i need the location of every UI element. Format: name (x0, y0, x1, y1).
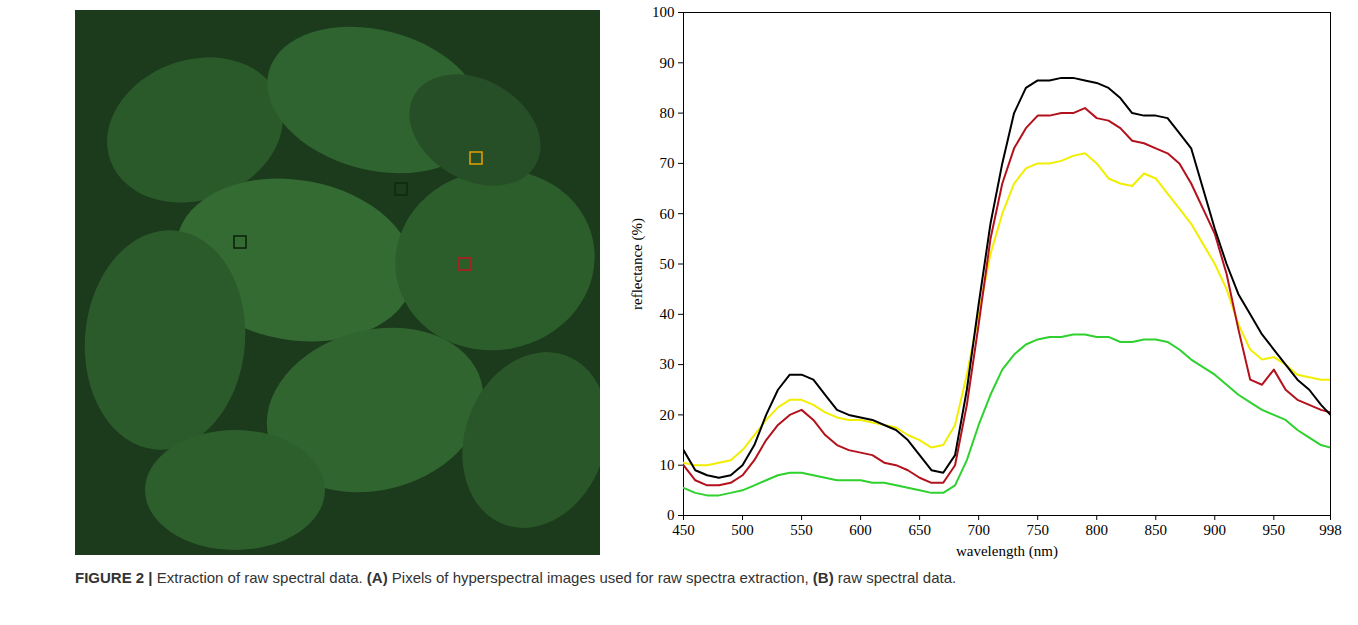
svg-text:500: 500 (731, 522, 754, 538)
svg-text:850: 850 (1145, 522, 1168, 538)
svg-text:900: 900 (1204, 522, 1227, 538)
svg-text:70: 70 (660, 155, 675, 171)
svg-text:650: 650 (908, 522, 931, 538)
svg-text:50: 50 (660, 256, 675, 272)
svg-text:100: 100 (652, 4, 675, 20)
svg-text:90: 90 (660, 55, 675, 71)
svg-text:30: 30 (660, 356, 675, 372)
svg-text:950: 950 (1263, 522, 1286, 538)
svg-text:550: 550 (790, 522, 813, 538)
svg-text:10: 10 (660, 457, 675, 473)
svg-text:wavelength (nm): wavelength (nm) (956, 543, 1058, 560)
svg-text:40: 40 (660, 306, 675, 322)
svg-text:800: 800 (1085, 522, 1108, 538)
html-text:FIGURE 2 | Extraction of raw s: FIGURE 2 | Extraction of raw spectral da… (75, 569, 957, 586)
svg-text:80: 80 (660, 105, 675, 121)
svg-text:reflectance (%): reflectance (%) (629, 218, 646, 310)
svg-text:700: 700 (967, 522, 990, 538)
svg-text:750: 750 (1026, 522, 1049, 538)
svg-text:20: 20 (660, 407, 675, 423)
svg-text:450: 450 (672, 522, 695, 538)
svg-text:60: 60 (660, 206, 675, 222)
svg-text:0: 0 (667, 507, 675, 523)
svg-text:600: 600 (849, 522, 872, 538)
svg-text:998: 998 (1319, 522, 1342, 538)
